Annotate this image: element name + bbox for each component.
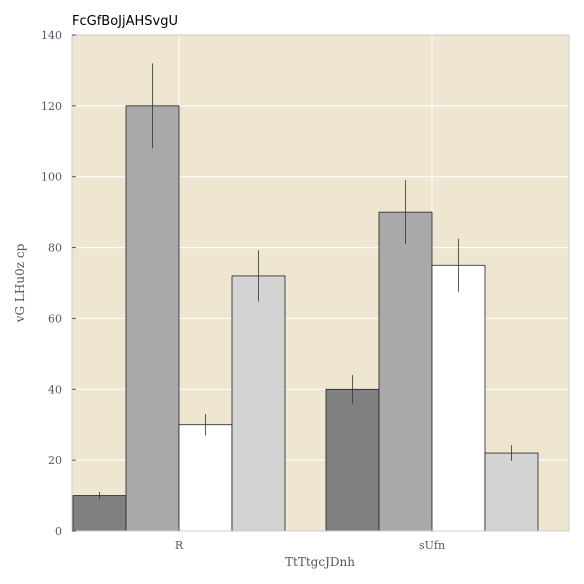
bar (431, 264, 486, 532)
bar (178, 424, 233, 532)
bar (72, 495, 127, 532)
x-tick-label: sUfn (419, 539, 445, 552)
y-tick-label: 80 (48, 242, 62, 255)
y-tick-label: 20 (48, 454, 62, 467)
bars (72, 105, 539, 532)
bar (231, 275, 286, 532)
bar (125, 105, 180, 532)
chart-title: FcGfBoJjAHSvgU (72, 14, 178, 29)
y-tick-label: 120 (41, 100, 62, 113)
y-tick-label: 40 (48, 383, 62, 396)
x-tick-label: R (175, 539, 184, 552)
y-tick-label: 100 (41, 171, 62, 184)
bar (378, 211, 433, 532)
bar (325, 388, 380, 532)
x-axis-label: TtTtgcJDnh (285, 555, 355, 569)
plot-frame (71, 34, 570, 532)
error-bars (99, 63, 512, 500)
y-axis-label: vG LHu0z cp (13, 243, 27, 323)
y-tick-label: 0 (55, 525, 62, 538)
bar (484, 452, 539, 532)
y-tick-label: 60 (48, 312, 62, 325)
y-axis-ticks: 0 20 40 60 80 100 120 140 (41, 29, 76, 538)
y-tick-label: 140 (41, 29, 62, 42)
